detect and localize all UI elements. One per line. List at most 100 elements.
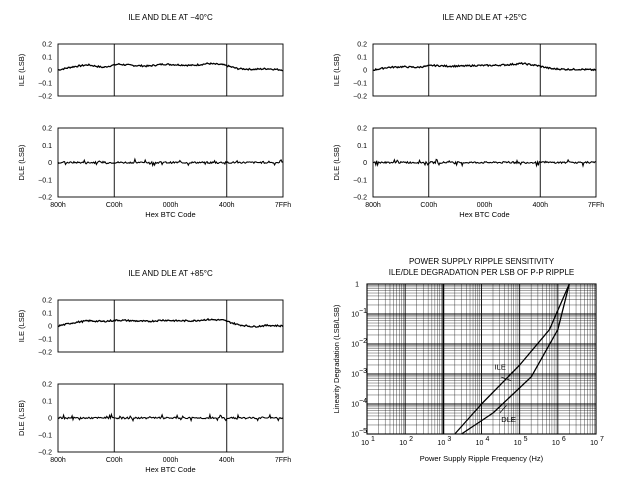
ile-y-tick-label: 0 bbox=[363, 68, 367, 75]
ile-series-line bbox=[57, 62, 283, 72]
dle-y-tick-label: −0.2 bbox=[353, 195, 367, 202]
chart-pos25: ILE AND DLE AT +25°C 0.2 0.1 0 −0.1 −0.2 ILE (… bbox=[332, 13, 604, 219]
y-tick-label: 1 bbox=[355, 282, 359, 289]
dle-panel: 0.2 0.1 0 −0.1 −0.2 DLE (LSB) bbox=[17, 126, 284, 202]
x-tick-label: 7FFh bbox=[275, 457, 291, 464]
ile-y-tick-label: 0.2 bbox=[42, 298, 52, 305]
ile-plot-frame bbox=[372, 43, 597, 97]
ile-panel: 0.2 0.1 0 −0.1 −0.2 ILE (LSB) bbox=[332, 42, 597, 101]
x-tick-label: 10 bbox=[437, 440, 445, 447]
y-tick-label: 10 bbox=[351, 342, 359, 349]
ile-y-tick-label: 0.1 bbox=[42, 311, 52, 318]
x-axis-label: Hex BTC Code bbox=[459, 210, 509, 219]
dle-y-tick-label: 0.1 bbox=[42, 143, 52, 150]
y-tick-exponent: −4 bbox=[359, 398, 367, 405]
x-tick-label: 000h bbox=[477, 202, 493, 209]
chart-subtitle: ILE/DLE DEGRADATION PER LSB OF P-P RIPPL… bbox=[389, 268, 575, 277]
ile-y-tick-label: 0.1 bbox=[357, 55, 367, 62]
ile-y-axis-label: ILE (LSB) bbox=[17, 309, 26, 342]
x-tick-exponent: 5 bbox=[524, 436, 528, 443]
dle-series-line bbox=[461, 283, 570, 435]
ile-series-line bbox=[454, 283, 570, 435]
x-tick-exponent: 2 bbox=[409, 436, 413, 443]
chart-title: ILE AND DLE AT +25°C bbox=[442, 13, 527, 22]
x-tick-label: 400h bbox=[219, 202, 235, 209]
ile-panel: 0.2 0.1 0 −0.1 −0.2 ILE (LSB) bbox=[17, 42, 284, 101]
dle-y-tick-label: 0.2 bbox=[42, 382, 52, 389]
dle-y-tick-label: −0.1 bbox=[38, 177, 52, 184]
ile-y-tick-label: −0.1 bbox=[38, 337, 52, 344]
x-axis-label: Power Supply Ripple Frequency (Hz) bbox=[420, 454, 544, 463]
x-tick-label: 10 bbox=[399, 440, 407, 447]
x-tick-label: C00h bbox=[420, 202, 437, 209]
ile-y-axis-label: ILE (LSB) bbox=[17, 53, 26, 86]
ile-y-tick-label: −0.2 bbox=[353, 94, 367, 101]
x-tick-label: 800h bbox=[365, 202, 381, 209]
dle-y-axis-label: DLE (LSB) bbox=[17, 400, 26, 436]
x-tick-label: 000h bbox=[163, 457, 179, 464]
dle-y-tick-label: 0 bbox=[48, 416, 52, 423]
dle-y-axis-label: DLE (LSB) bbox=[17, 144, 26, 180]
x-axis-label: Hex BTC Code bbox=[145, 465, 195, 474]
x-tick-label: 10 bbox=[590, 440, 598, 447]
chart-psrr: POWER SUPPLY RIPPLE SENSITIVITY ILE/DLE D… bbox=[332, 257, 604, 463]
dle-y-tick-label: −0.2 bbox=[38, 195, 52, 202]
ile-y-tick-label: −0.2 bbox=[38, 350, 52, 357]
x-tick-label: 400h bbox=[532, 202, 548, 209]
dle-series-line bbox=[57, 412, 284, 423]
ile-series-line bbox=[57, 317, 284, 328]
dle-y-tick-label: 0.2 bbox=[42, 126, 52, 133]
dle-annotation: DLE bbox=[501, 415, 516, 424]
y-tick-label: 10 bbox=[351, 402, 359, 409]
dle-y-tick-label: 0 bbox=[363, 160, 367, 167]
dle-y-tick-label: −0.1 bbox=[38, 433, 52, 440]
chart-neg40: ILE AND DLE AT −40°C 0.2 0.1 0 −0.1 −0.2 ILE (… bbox=[17, 13, 291, 219]
chart-pos85: ILE AND DLE AT +85°C 0.2 0.1 0 −0.1 −0.2 ILE (… bbox=[17, 269, 291, 474]
dle-leader-line bbox=[499, 405, 507, 414]
dle-y-tick-label: 0.1 bbox=[357, 143, 367, 150]
y-tick-label: 10 bbox=[351, 372, 359, 379]
x-tick-exponent: 6 bbox=[562, 436, 566, 443]
chart-title: ILE AND DLE AT −40°C bbox=[128, 13, 213, 22]
x-tick-label: 10 bbox=[361, 440, 369, 447]
dle-series-line bbox=[57, 157, 284, 168]
x-tick-exponent: 3 bbox=[447, 436, 451, 443]
ile-y-tick-label: 0.2 bbox=[42, 42, 52, 49]
y-tick-exponent: −5 bbox=[359, 428, 367, 435]
dle-y-tick-label: 0.1 bbox=[42, 399, 52, 406]
ile-leader-line bbox=[500, 376, 512, 381]
y-tick-exponent: −2 bbox=[359, 338, 367, 345]
x-tick-exponent: 4 bbox=[486, 436, 490, 443]
x-tick-label: C00h bbox=[106, 202, 123, 209]
dle-y-tick-label: 0.2 bbox=[357, 126, 367, 133]
chart-title: ILE AND DLE AT +85°C bbox=[128, 269, 213, 278]
x-tick-label: 7FFh bbox=[275, 202, 291, 209]
y-axis-label: Linearity Degradation (LSB/LSB) bbox=[332, 304, 341, 413]
x-tick-label: 800h bbox=[50, 202, 66, 209]
dle-panel: 0.2 0.1 0 −0.1 −0.2 DLE (LSB) bbox=[17, 382, 284, 457]
dle-y-tick-label: 0 bbox=[48, 160, 52, 167]
ile-y-tick-label: −0.1 bbox=[38, 81, 52, 88]
ile-panel: 0.2 0.1 0 −0.1 −0.2 ILE (LSB) bbox=[17, 298, 284, 357]
ile-y-tick-label: −0.1 bbox=[353, 81, 367, 88]
ile-y-axis-label: ILE (LSB) bbox=[332, 53, 341, 86]
ile-y-tick-label: 0.2 bbox=[357, 42, 367, 49]
x-axis-label: Hex BTC Code bbox=[145, 210, 195, 219]
ile-y-tick-label: 0 bbox=[48, 324, 52, 331]
y-tick-exponent: −1 bbox=[359, 308, 367, 315]
y-tick-exponent: −3 bbox=[359, 368, 367, 375]
ile-annotation: ILE bbox=[495, 363, 506, 372]
dle-y-tick-label: −0.2 bbox=[38, 450, 52, 457]
x-tick-exponent: 7 bbox=[600, 436, 604, 443]
ile-series-line bbox=[372, 61, 597, 72]
x-tick-label: C00h bbox=[106, 457, 123, 464]
x-tick-label: 10 bbox=[514, 440, 522, 447]
x-tick-label: 000h bbox=[163, 202, 179, 209]
x-tick-label: 10 bbox=[476, 440, 484, 447]
chart-title: POWER SUPPLY RIPPLE SENSITIVITY bbox=[409, 257, 555, 266]
y-tick-label: 10 bbox=[351, 432, 359, 439]
dle-panel: 0.2 0.1 0 −0.1 −0.2 DLE (LSB) bbox=[332, 126, 597, 202]
y-tick-label: 10 bbox=[351, 312, 359, 319]
x-tick-label: 400h bbox=[219, 457, 235, 464]
